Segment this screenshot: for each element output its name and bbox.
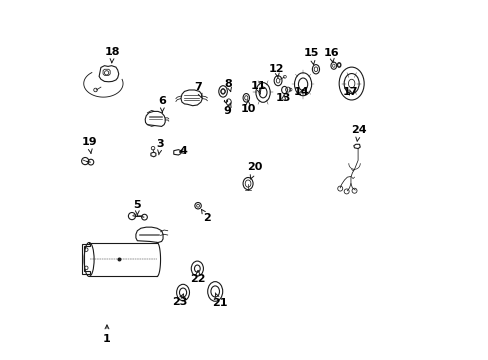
Text: 14: 14 (293, 87, 309, 98)
Text: 22: 22 (190, 270, 205, 284)
Text: 2: 2 (201, 210, 210, 222)
Text: 4: 4 (179, 147, 187, 157)
Text: 17: 17 (342, 87, 358, 98)
Text: 23: 23 (171, 294, 187, 307)
Text: 18: 18 (104, 47, 120, 63)
Text: 1: 1 (103, 325, 111, 344)
Circle shape (118, 258, 121, 261)
Text: 11: 11 (250, 81, 265, 94)
Text: 3: 3 (157, 139, 164, 155)
Text: 24: 24 (350, 125, 366, 141)
Text: 21: 21 (211, 293, 227, 308)
Text: 13: 13 (276, 93, 291, 103)
Text: 10: 10 (240, 101, 255, 114)
Text: 6: 6 (158, 96, 166, 112)
Text: 16: 16 (323, 48, 338, 63)
Text: 12: 12 (268, 64, 284, 77)
Text: 19: 19 (81, 138, 97, 153)
Text: 5: 5 (133, 200, 141, 216)
Text: 7: 7 (194, 82, 202, 98)
Text: 8: 8 (224, 78, 232, 92)
Text: 9: 9 (224, 103, 231, 116)
Text: 20: 20 (247, 162, 263, 179)
Text: 15: 15 (304, 48, 319, 65)
